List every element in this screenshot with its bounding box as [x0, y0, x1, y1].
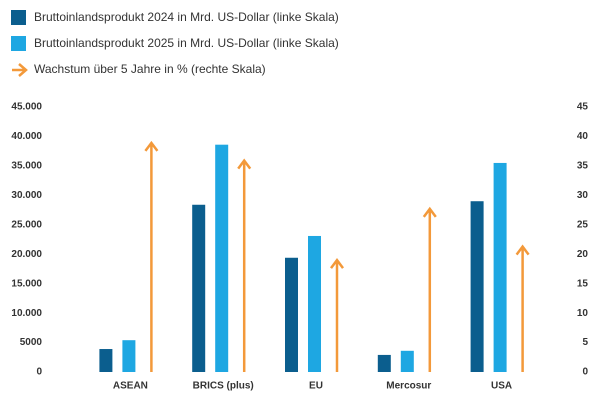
bar [122, 340, 136, 372]
growth-arrow [330, 258, 344, 372]
y-tick-label: 45.000 [11, 102, 42, 113]
y2-tick-label: 25 [577, 219, 589, 230]
y2-tick-label: 30 [577, 190, 589, 201]
y-tick-label: 5000 [20, 337, 43, 348]
bar [470, 201, 484, 372]
growth-arrow [515, 244, 530, 372]
y2-tick-label: 5 [582, 337, 588, 348]
y-tick-label: 25.000 [11, 219, 42, 230]
legend-label: Bruttoinlandsprodukt 2024 in Mrd. US-Dol… [34, 10, 339, 24]
bar [400, 350, 414, 372]
y-tick-label: 0 [36, 367, 42, 378]
bar [215, 144, 229, 372]
y2-tick-label: 45 [577, 102, 589, 113]
x-tick-label: BRICS (plus) [193, 381, 254, 392]
y-tick-label: 20.000 [11, 249, 42, 260]
y2-tick-label: 20 [577, 249, 589, 260]
y2-tick-label: 35 [577, 161, 589, 172]
y-tick-label: 30.000 [11, 190, 42, 201]
x-tick-label: ASEAN [113, 381, 148, 392]
x-tick-label: Mercosur [386, 381, 431, 392]
x-tick-label: USA [491, 381, 512, 392]
growth-arrow [422, 206, 437, 372]
bar [377, 354, 391, 372]
y-tick-label: 35.000 [11, 161, 42, 172]
growth-arrow [144, 140, 159, 372]
growth-arrow [237, 158, 252, 372]
legend-arrow [12, 63, 28, 77]
legend-label: Bruttoinlandsprodukt 2025 in Mrd. US-Dol… [34, 36, 339, 50]
y2-tick-label: 15 [577, 278, 589, 289]
bar [192, 204, 206, 372]
y2-tick-label: 10 [577, 308, 589, 319]
bar [285, 257, 298, 372]
legend-label: Wachstum über 5 Jahre in % (rechte Skala… [34, 62, 266, 76]
legend-swatch [11, 36, 26, 51]
bar [493, 162, 507, 372]
bar [308, 235, 321, 372]
bar [99, 349, 113, 372]
y-tick-label: 15.000 [11, 278, 42, 289]
y2-tick-label: 40 [577, 131, 589, 142]
x-tick-label: EU [309, 381, 323, 392]
legend-swatch [11, 10, 26, 25]
y-tick-label: 10.000 [11, 308, 42, 319]
y-tick-label: 40.000 [11, 131, 42, 142]
y2-tick-label: 0 [582, 367, 588, 378]
